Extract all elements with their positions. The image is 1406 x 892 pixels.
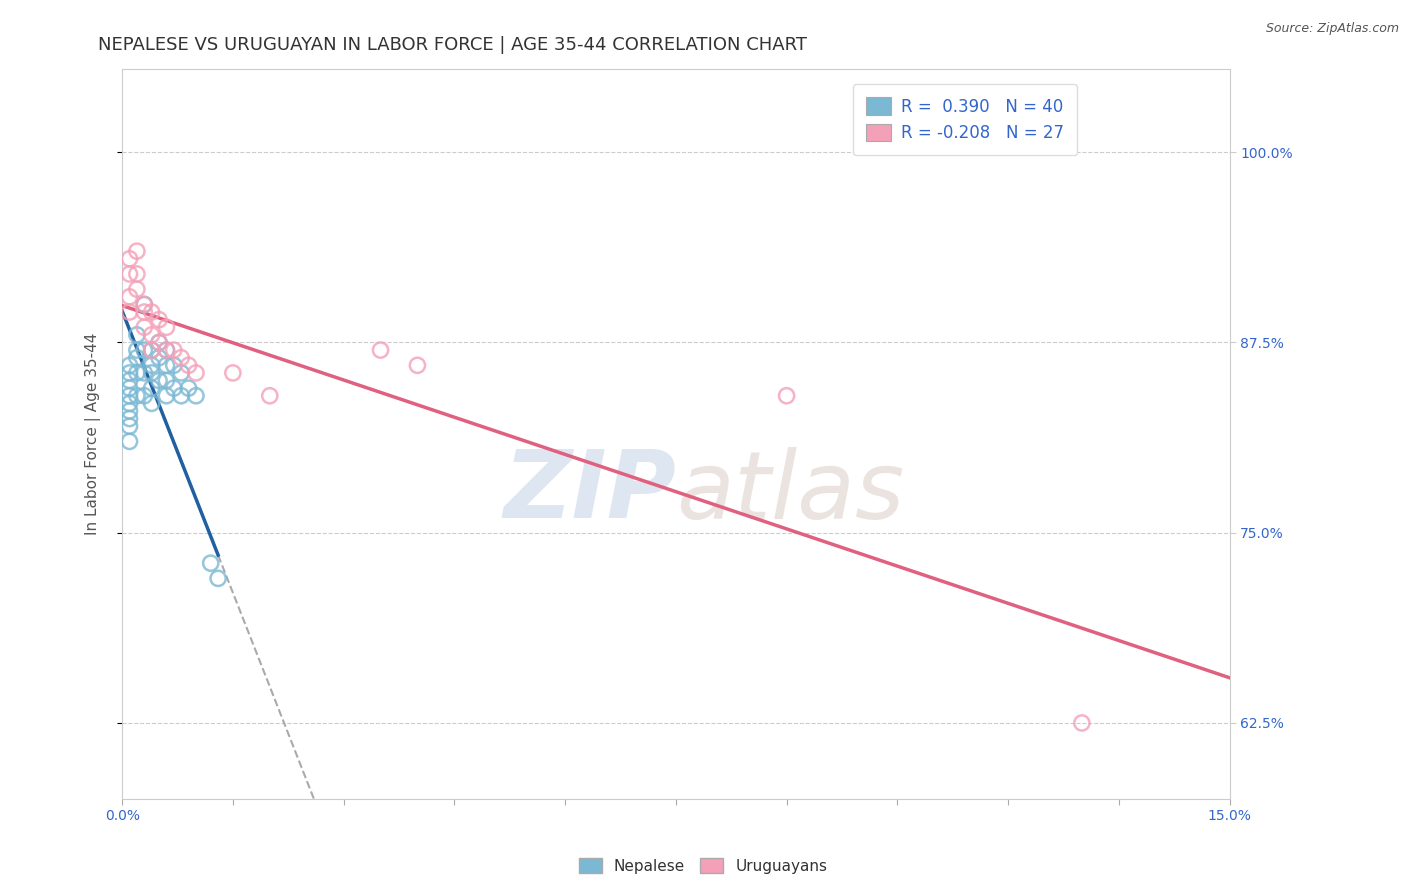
Point [163,359,186,373]
Point [163,343,186,357]
Point [155,359,177,373]
Point [134,297,156,311]
Y-axis label: In Labor Force | Age 35-44: In Labor Force | Age 35-44 [86,333,101,535]
Point [170,389,193,403]
Point [170,366,193,380]
Point [125,351,148,365]
Point [118,290,141,304]
Point [125,366,148,380]
Legend: Nepalese, Uruguayans: Nepalese, Uruguayans [572,852,834,880]
Point [1070,715,1092,730]
Point [259,389,281,403]
Point [118,366,141,380]
Text: ZIP: ZIP [503,446,676,538]
Point [118,252,141,266]
Point [118,411,141,425]
Point [775,389,797,403]
Point [184,366,207,380]
Point [118,359,141,373]
Point [118,381,141,395]
Point [200,556,222,570]
Point [370,343,392,357]
Point [118,389,141,403]
Point [118,267,141,281]
Point [406,359,429,373]
Point [148,335,170,350]
Point [141,327,163,342]
Point [141,343,163,357]
Point [134,366,156,380]
Point [118,396,141,410]
Point [170,351,193,365]
Point [141,305,163,319]
Point [118,305,141,319]
Point [148,312,170,326]
Point [155,343,177,357]
Point [163,381,186,395]
Point [184,389,207,403]
Legend: R =  0.390   N = 40, R = -0.208   N = 27: R = 0.390 N = 40, R = -0.208 N = 27 [852,84,1077,155]
Point [141,359,163,373]
Point [155,374,177,388]
Text: Source: ZipAtlas.com: Source: ZipAtlas.com [1265,22,1399,36]
Point [222,366,245,380]
Point [125,389,148,403]
Point [148,335,170,350]
Point [155,343,177,357]
Point [177,381,200,395]
Point [125,282,148,296]
Point [125,327,148,342]
Point [177,359,200,373]
Point [207,571,229,585]
Text: NEPALESE VS URUGUAYAN IN LABOR FORCE | AGE 35-44 CORRELATION CHART: NEPALESE VS URUGUAYAN IN LABOR FORCE | A… [98,36,807,54]
Point [148,374,170,388]
Point [141,396,163,410]
Point [141,366,163,380]
Point [141,343,163,357]
Point [141,381,163,395]
Point [148,351,170,365]
Point [134,389,156,403]
Text: atlas: atlas [676,447,904,538]
Point [134,320,156,334]
Point [118,374,141,388]
Point [125,267,148,281]
Point [155,320,177,334]
Point [134,297,156,311]
Point [134,343,156,357]
Point [125,343,148,357]
Point [118,419,141,434]
Point [118,404,141,418]
Point [155,389,177,403]
Point [118,434,141,449]
Point [125,244,148,259]
Point [134,305,156,319]
